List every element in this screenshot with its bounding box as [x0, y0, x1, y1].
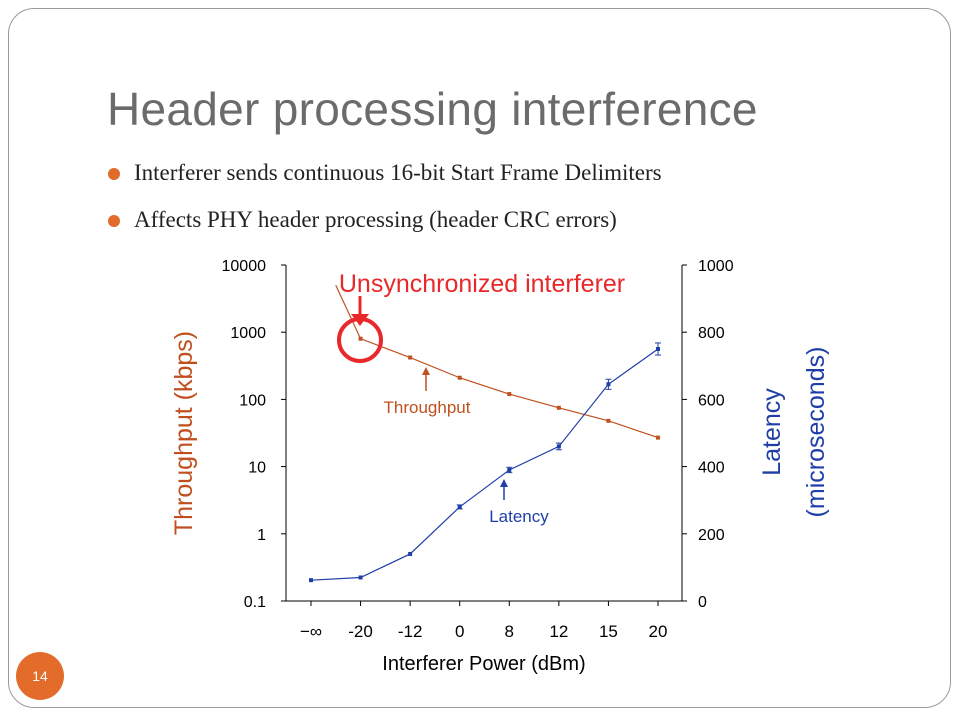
- data-point-throughput: [457, 375, 462, 380]
- left-tick-label: 0.1: [244, 594, 266, 611]
- bullet-dot-icon: [108, 168, 120, 180]
- unsynchronized-annotation: Unsynchronized interferer: [339, 270, 625, 298]
- highlight-circle: [337, 317, 383, 363]
- x-tick-label: 20: [649, 622, 668, 641]
- data-point-latency: [507, 467, 512, 472]
- bullet-text: Interferer sends continuous 16-bit Start…: [134, 160, 662, 185]
- throughput-arrow-head: [422, 367, 430, 375]
- right-tick-label: 1000: [698, 258, 734, 275]
- right-tick-label: 200: [698, 527, 725, 544]
- data-point-latency: [606, 382, 611, 387]
- data-point-latency: [309, 578, 313, 583]
- right-axis-title-line1: Latency: [758, 388, 786, 476]
- left-tick-label: 1000: [230, 325, 266, 342]
- x-axis-title: Interferer Power (dBm): [382, 653, 585, 675]
- page-number-badge: 14: [16, 652, 64, 700]
- right-tick-label: 600: [698, 392, 725, 409]
- latency-label: Latency: [489, 507, 549, 526]
- right-tick-label: 0: [698, 594, 707, 611]
- data-point-throughput: [655, 435, 660, 440]
- bullet-dot-icon: [108, 215, 120, 227]
- left-axis-title: Throughput (kbps): [170, 331, 198, 535]
- right-tick-label: 400: [698, 460, 725, 477]
- data-point-latency: [408, 551, 413, 556]
- left-tick-label: 10: [248, 460, 266, 477]
- x-tick-label: 12: [549, 622, 568, 641]
- x-tick-label: 8: [505, 622, 514, 641]
- x-tick-label: -12: [398, 622, 423, 641]
- data-point-latency: [358, 575, 363, 580]
- data-point-throughput: [556, 405, 561, 410]
- data-point-latency: [556, 444, 561, 449]
- data-point-throughput: [507, 392, 512, 397]
- slide-title: Header processing interference: [107, 83, 758, 135]
- bullet-text: Affects PHY header processing (header CR…: [134, 207, 617, 232]
- throughput-label: Throughput: [384, 398, 471, 417]
- data-point-throughput: [358, 336, 363, 341]
- latency-arrow-head: [500, 479, 508, 487]
- x-tick-label: −∞: [300, 622, 322, 641]
- right-tick-label: 800: [698, 325, 725, 342]
- x-tick-label: 15: [599, 622, 618, 641]
- x-tick-label: -20: [348, 622, 373, 641]
- left-tick-label: 100: [239, 392, 266, 409]
- left-tick-label: 1: [257, 527, 266, 544]
- series-line-throughput: [335, 284, 659, 439]
- series-line-latency: [310, 348, 659, 581]
- right-axis-title-line2: (microseconds): [802, 347, 830, 518]
- slide-frame: [8, 8, 951, 708]
- data-point-throughput: [606, 418, 611, 423]
- data-point-throughput: [408, 355, 413, 360]
- data-point-latency: [457, 504, 462, 509]
- x-tick-label: 0: [455, 622, 464, 641]
- left-tick-label: 10000: [222, 258, 267, 275]
- data-point-latency: [655, 347, 660, 351]
